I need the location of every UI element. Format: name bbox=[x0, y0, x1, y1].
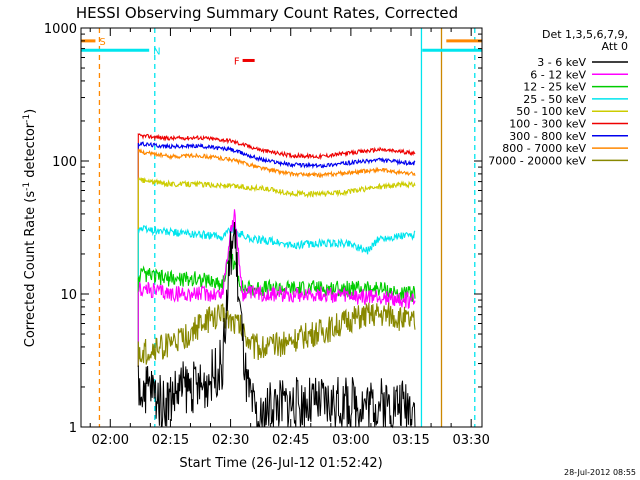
y-tick-label: 1000 bbox=[44, 22, 77, 37]
axes: 1 10 100 1000 02:00 02:15 02:30 02:45 03:00 03:15… bbox=[44, 22, 490, 448]
legend-entry-label: 6 - 12 keV bbox=[530, 68, 586, 81]
x-tick-label: 03:00 bbox=[332, 433, 369, 448]
flag-label-f: F bbox=[234, 56, 240, 67]
plot-area: S N F bbox=[81, 28, 482, 429]
series-line-1 bbox=[137, 141, 416, 367]
legend-entry-label: 100 - 300 keV bbox=[509, 118, 586, 131]
legend-entry-label: 3 - 6 keV bbox=[537, 56, 586, 69]
plot-frame bbox=[80, 27, 483, 428]
series-line-3 bbox=[137, 176, 416, 367]
y-tick-label: 100 bbox=[52, 155, 77, 170]
flag-label-n: N bbox=[153, 46, 160, 57]
legend-entry-label: 800 - 7000 keV bbox=[502, 142, 586, 155]
legend-entry-label: 50 - 100 keV bbox=[516, 105, 586, 118]
legend-entry-label: 300 - 800 keV bbox=[509, 130, 586, 143]
y-tick-label: 1 bbox=[69, 421, 77, 436]
timestamp: 28-Jul-2012 08:55 bbox=[564, 468, 636, 477]
legend-entry-label: 25 - 50 keV bbox=[523, 93, 586, 106]
series-line-0 bbox=[137, 133, 416, 367]
series-line-8 bbox=[137, 221, 416, 429]
y-axis-label: Corrected Count Rate (s-1 detector-1) bbox=[22, 109, 38, 347]
legend-entry-label: 12 - 25 keV bbox=[523, 81, 586, 94]
x-tick-label: 02:15 bbox=[152, 433, 189, 448]
series-line-4 bbox=[137, 224, 416, 367]
series-line-7 bbox=[137, 302, 416, 367]
legend-header: Det 1,3,5,6,7,9, bbox=[542, 28, 628, 41]
x-tick-label: 02:30 bbox=[212, 433, 249, 448]
flag-label-s: S bbox=[99, 37, 105, 48]
x-tick-label: 02:00 bbox=[92, 433, 129, 448]
x-axis-label: Start Time (26-Jul-12 01:52:42) bbox=[179, 456, 382, 471]
y-tick-label: 10 bbox=[60, 288, 77, 303]
x-tick-label: 02:45 bbox=[272, 433, 309, 448]
chart-title: HESSI Observing Summary Count Rates, Cor… bbox=[76, 4, 458, 22]
x-tick-label: 03:30 bbox=[452, 433, 489, 448]
series-line-2 bbox=[137, 147, 416, 367]
legend-attenuator: Att 0 bbox=[602, 40, 628, 53]
series-line-6 bbox=[137, 209, 416, 367]
x-tick-label: 03:15 bbox=[392, 433, 429, 448]
legend-entry-label: 7000 - 20000 keV bbox=[488, 154, 586, 167]
